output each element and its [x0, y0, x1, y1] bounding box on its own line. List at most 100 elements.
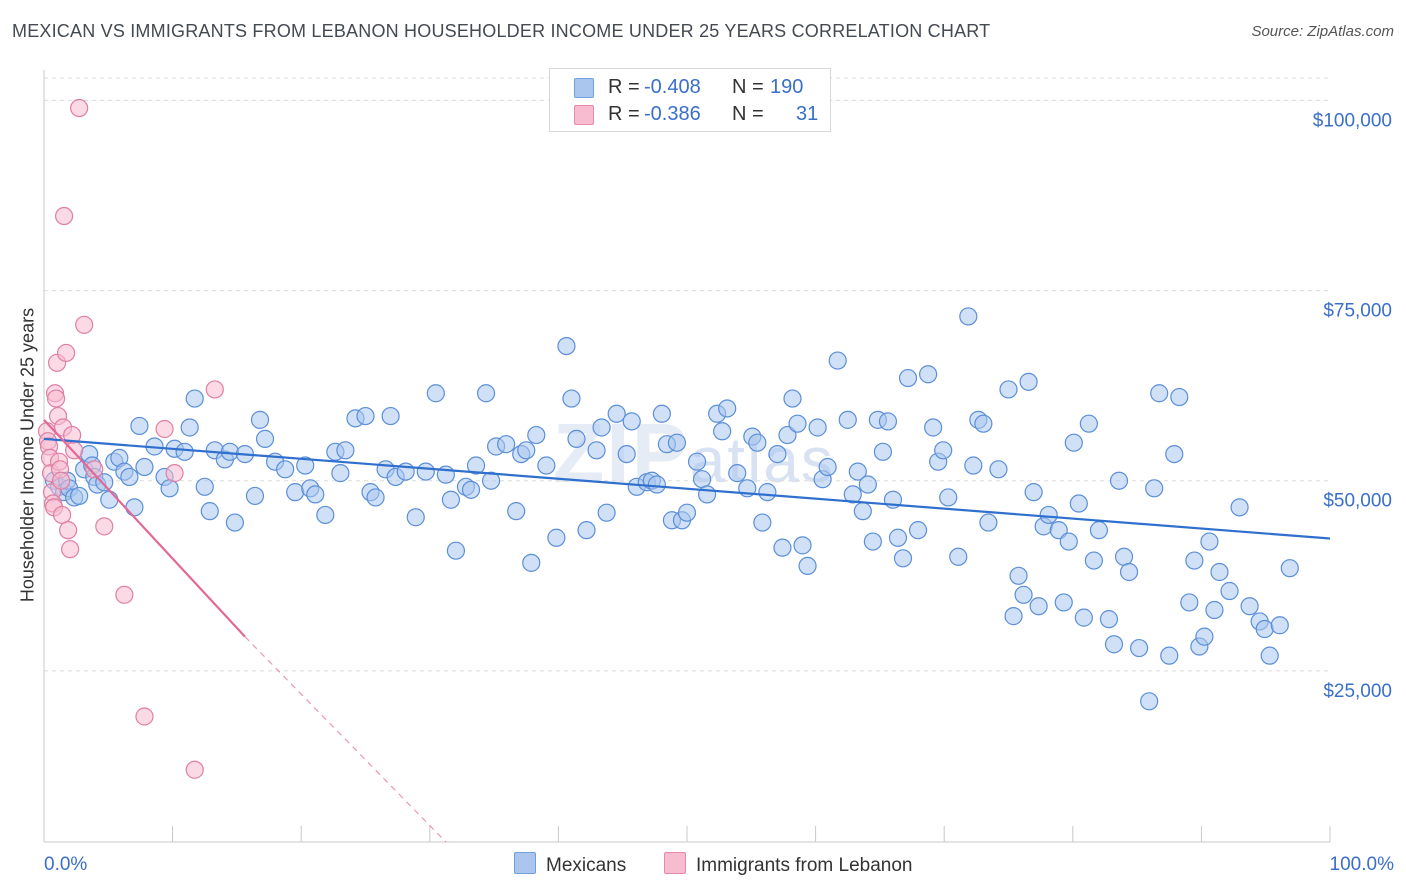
mexicans-point — [1210, 562, 1229, 582]
mexicans-point — [1180, 593, 1199, 612]
mexicans-point — [818, 457, 837, 477]
mexicans-point — [125, 498, 144, 517]
lebanon-point — [61, 540, 80, 559]
mexicans-point — [949, 547, 968, 566]
legend-n-label: N = — [732, 103, 764, 125]
mexicans-point — [567, 429, 586, 448]
mexicans-point — [878, 412, 898, 431]
mexicans-point — [1140, 692, 1159, 711]
mexicans-point — [1104, 635, 1124, 654]
mexicans-point — [1260, 646, 1279, 665]
mexicans-point — [652, 404, 671, 423]
mexicans-point — [1039, 505, 1058, 525]
mexicans-point — [808, 418, 827, 437]
mexicans-point — [959, 307, 978, 326]
lebanon-point — [135, 707, 154, 726]
mexicans-point — [1084, 551, 1103, 570]
legend-swatch-mexicans — [574, 78, 594, 98]
mexicans-point — [597, 503, 616, 522]
mexicans-point — [537, 456, 556, 475]
lebanon-trend-line — [43, 419, 246, 638]
mexicans-point — [1114, 547, 1134, 566]
mexicans-point — [1255, 619, 1274, 639]
mexicans-point — [286, 483, 305, 502]
mexicans-point — [1150, 384, 1169, 403]
correlation-legend: R = -0.408 N = 190 R = -0.386 N = 31 — [549, 68, 831, 132]
mexicans-point — [863, 532, 882, 551]
lebanon-point — [155, 419, 174, 439]
mexicans-point — [562, 389, 581, 408]
mexicans-point — [406, 508, 425, 527]
mexicans-point — [180, 418, 199, 437]
mexicans-point — [999, 380, 1018, 399]
mexicans-point — [100, 490, 119, 509]
lebanon-point — [57, 343, 76, 363]
mexicans-point — [753, 513, 772, 532]
mexicans-point — [718, 399, 737, 418]
mexicans-point — [1099, 610, 1119, 629]
mexicans-point — [527, 425, 546, 445]
y-tick-label: $50,000 — [1323, 491, 1392, 512]
mexicans-point — [728, 464, 747, 483]
mexicans-point — [843, 485, 862, 504]
mexicans-point — [135, 457, 154, 477]
lebanon-point — [52, 505, 72, 525]
mexicans-point — [1004, 607, 1023, 626]
mexicans-point — [919, 365, 938, 384]
mexicans-point — [175, 442, 194, 461]
legend-r-value: -0.408 — [644, 76, 701, 98]
mexicans-point — [416, 462, 435, 481]
mexicans-point — [1064, 433, 1083, 452]
mexicans-point — [522, 553, 541, 572]
mexicans-point — [1054, 593, 1073, 612]
mexicans-point — [692, 470, 712, 489]
chart-source: Source: ZipAtlas.com — [1251, 23, 1394, 40]
mexicans-point — [773, 538, 792, 557]
bottom-legend-label-mexicans: Mexicans — [546, 855, 627, 876]
mexicans-point — [798, 556, 817, 576]
legend-r-label: R = — [608, 76, 640, 98]
mexicans-point — [1230, 498, 1249, 517]
mexicans-point — [200, 502, 219, 521]
mexicans-point — [768, 444, 787, 464]
mexicans-point — [1049, 521, 1068, 540]
mexicans-point — [1170, 387, 1189, 407]
mexicans-point — [255, 429, 275, 448]
mexicans-point — [507, 502, 526, 521]
mexicans-point — [828, 351, 847, 370]
mexicans-point — [1079, 414, 1098, 433]
mexicans-point — [587, 441, 606, 460]
mexicans-point — [979, 513, 998, 532]
mexicans-point — [617, 444, 636, 464]
mexicans-point — [924, 418, 943, 437]
mexicans-point — [1089, 521, 1109, 540]
lebanon-point — [185, 760, 204, 779]
mexicans-point — [687, 452, 707, 471]
mexicans-point — [647, 475, 666, 494]
mexicans-point — [557, 336, 576, 356]
mexicans-point — [964, 456, 983, 475]
mexicans-point — [1145, 479, 1164, 498]
lebanon-point — [65, 441, 84, 460]
lebanon-point — [115, 585, 134, 604]
x-tick-label: 0.0% — [44, 854, 87, 875]
mexicans-point — [1205, 600, 1224, 620]
mexicans-point — [713, 422, 732, 441]
lebanon-point — [75, 315, 94, 334]
mexicans-point — [667, 433, 687, 452]
legend-n-value: 190 — [770, 76, 804, 98]
mexicans-point — [989, 460, 1008, 479]
mexicans-point — [783, 389, 802, 408]
mexicans-point — [858, 475, 877, 494]
mexicans-point — [934, 441, 953, 460]
mexicans-point — [461, 480, 481, 499]
mexicans-point — [898, 368, 918, 388]
mexicans-point — [1069, 494, 1088, 513]
mexicans-point — [446, 541, 466, 560]
mexicans-point — [888, 528, 908, 547]
mexicans-point — [185, 389, 204, 408]
bottom-legend-swatch-mexicans — [514, 852, 536, 874]
bottom-legend-swatch-lebanon — [664, 852, 686, 874]
mexicans-point — [1200, 532, 1219, 551]
mexicans-trend-line — [43, 437, 1331, 540]
